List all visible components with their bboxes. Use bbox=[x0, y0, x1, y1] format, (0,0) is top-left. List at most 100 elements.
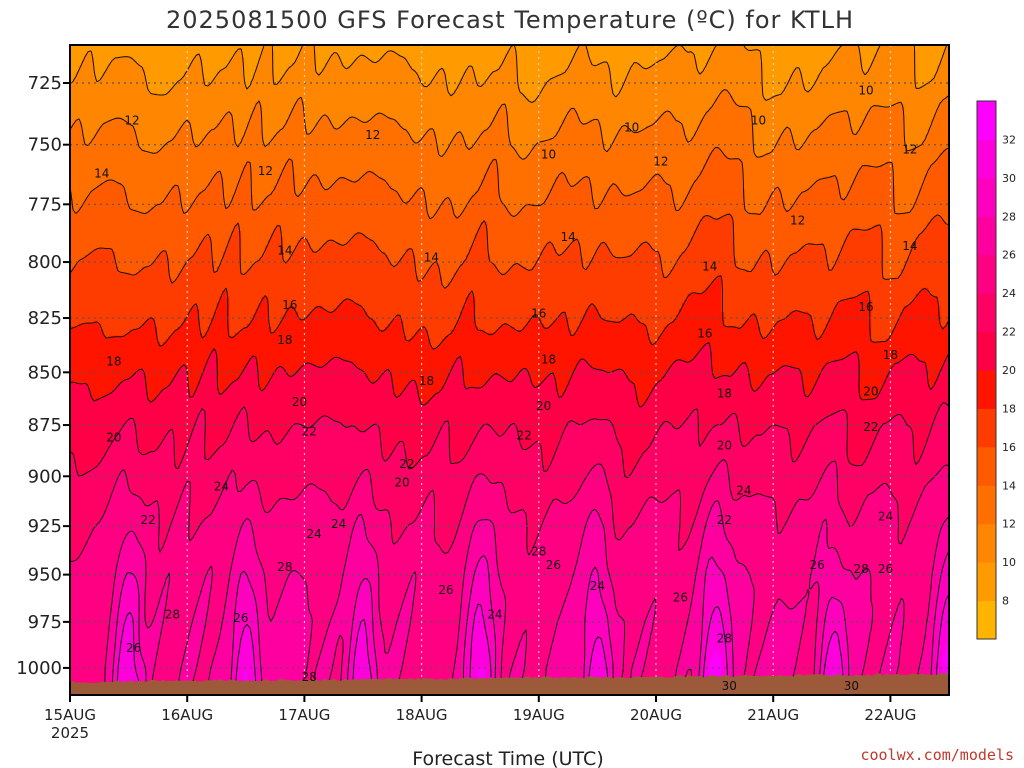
contour-label: 18 bbox=[277, 333, 292, 347]
contour-label: 12 bbox=[902, 143, 917, 157]
contour-label: 20 bbox=[292, 395, 307, 409]
colorbar-tick-label: 18 bbox=[1002, 402, 1016, 415]
contour-label: 18 bbox=[419, 374, 434, 388]
colorbar-tick-label: 16 bbox=[1002, 441, 1016, 454]
contour-label: 26 bbox=[438, 583, 453, 597]
colorbar-tick-label: 32 bbox=[1002, 133, 1016, 146]
y-tick-label: 800 bbox=[28, 252, 62, 273]
y-tick-label: 900 bbox=[28, 466, 62, 487]
colorbar-segment bbox=[977, 332, 996, 371]
contour-label: 10 bbox=[541, 147, 556, 161]
colorbar-segment bbox=[977, 370, 996, 409]
x-tick-label: 20AUG bbox=[630, 706, 682, 724]
contour-label: 10 bbox=[624, 121, 639, 135]
x-axis: 15AUG 16AUG 17AUG 18AUG 19AUG 20AUG 21AUG 22AUG… bbox=[44, 695, 916, 742]
contour-label: 14 bbox=[560, 230, 575, 244]
chart-title: 2025081500 GFS Forecast Temperature (ºC)… bbox=[166, 6, 854, 34]
contour-label: 16 bbox=[858, 300, 873, 314]
y-tick-label: 1000 bbox=[16, 658, 62, 679]
contour-label: 26 bbox=[878, 562, 893, 576]
colorbar-segment bbox=[977, 562, 996, 601]
x-tick-label: 18AUG bbox=[396, 706, 448, 724]
colorbar-segment bbox=[977, 485, 996, 524]
colorbar-tick-label: 26 bbox=[1002, 249, 1016, 262]
contour-label: 24 bbox=[736, 483, 751, 497]
contour-label: 12 bbox=[124, 113, 139, 127]
contour-label: 22 bbox=[140, 513, 155, 527]
colorbar-segment bbox=[977, 447, 996, 486]
colorbar-segment bbox=[977, 255, 996, 294]
contour-label: 30 bbox=[722, 679, 737, 693]
x-tick-label: 19AUG bbox=[513, 706, 565, 724]
contour-label: 20 bbox=[394, 475, 409, 489]
colorbar-tick-label: 12 bbox=[1002, 518, 1016, 531]
contour-label: 26 bbox=[810, 558, 825, 572]
contour-label: 22 bbox=[302, 424, 317, 438]
contour-label: 28 bbox=[277, 560, 292, 574]
contour-label: 26 bbox=[126, 641, 141, 655]
contour-label: 22 bbox=[517, 428, 532, 442]
x-tick-label: 17AUG bbox=[278, 706, 330, 724]
y-tick-label: 750 bbox=[28, 135, 62, 156]
contour-label: 10 bbox=[751, 113, 766, 127]
contour-label: 26 bbox=[233, 611, 248, 625]
y-tick-label: 850 bbox=[28, 362, 62, 383]
colorbar-tick-label: 14 bbox=[1002, 479, 1016, 492]
y-tick-label: 925 bbox=[28, 516, 62, 537]
contour-label: 20 bbox=[536, 399, 551, 413]
contour-label: 24 bbox=[487, 607, 502, 621]
contour-label: 14 bbox=[424, 251, 439, 265]
contour-label: 12 bbox=[258, 164, 273, 178]
x-tick-label: 15AUG bbox=[44, 706, 96, 724]
colorbar-tick-label: 22 bbox=[1002, 326, 1016, 339]
contour-label: 20 bbox=[106, 430, 121, 444]
colorbar-tick-label: 28 bbox=[1002, 210, 1016, 223]
contour-label: 26 bbox=[673, 590, 688, 604]
contour-label: 24 bbox=[214, 479, 229, 493]
contour-label: 16 bbox=[531, 307, 546, 321]
contour-label: 18 bbox=[106, 355, 121, 369]
contour-label: 28 bbox=[165, 607, 180, 621]
y-tick-label: 775 bbox=[28, 194, 62, 215]
y-tick-label: 725 bbox=[28, 73, 62, 94]
x-tick-year-label: 2025 bbox=[51, 724, 89, 742]
colorbar-tick-label: 8 bbox=[1002, 595, 1009, 608]
contour-label: 16 bbox=[282, 298, 297, 312]
x-tick-label: 16AUG bbox=[161, 706, 213, 724]
contour-label: 28 bbox=[531, 545, 546, 559]
colorbar-segment bbox=[977, 101, 996, 140]
contour-label: 14 bbox=[94, 167, 109, 181]
x-tick-label: 21AUG bbox=[747, 706, 799, 724]
contour-label: 28 bbox=[302, 670, 317, 684]
colorbar-segment bbox=[977, 408, 996, 447]
contour-label: 24 bbox=[878, 509, 893, 523]
colorbar-tick-label: 10 bbox=[1002, 556, 1016, 569]
colorbar-segment bbox=[977, 524, 996, 563]
contour-label: 10 bbox=[858, 84, 873, 98]
contour-label: 20 bbox=[717, 439, 732, 453]
colorbar-segment bbox=[977, 139, 996, 178]
contour-label: 24 bbox=[331, 517, 346, 531]
contour-label: 16 bbox=[697, 326, 712, 340]
contour-label: 26 bbox=[546, 558, 561, 572]
contour-label: 14 bbox=[277, 244, 292, 258]
colorbar-tick-label: 20 bbox=[1002, 364, 1016, 377]
contour-label: 12 bbox=[790, 214, 805, 228]
colorbar-segment bbox=[977, 601, 996, 640]
contour-label: 12 bbox=[365, 128, 380, 142]
y-tick-label: 825 bbox=[28, 308, 62, 329]
colorbar-segment bbox=[977, 293, 996, 332]
credit-text: coolwx.com/models bbox=[860, 746, 1014, 764]
colorbar-tick-label: 24 bbox=[1002, 287, 1016, 300]
contour-label: 28 bbox=[717, 632, 732, 646]
y-tick-label: 975 bbox=[28, 612, 62, 633]
y-tick-label: 950 bbox=[28, 565, 62, 586]
contour-label: 18 bbox=[717, 387, 732, 401]
contour-label: 28 bbox=[853, 562, 868, 576]
contour-label: 24 bbox=[307, 527, 322, 541]
contour-label: 22 bbox=[399, 457, 414, 471]
